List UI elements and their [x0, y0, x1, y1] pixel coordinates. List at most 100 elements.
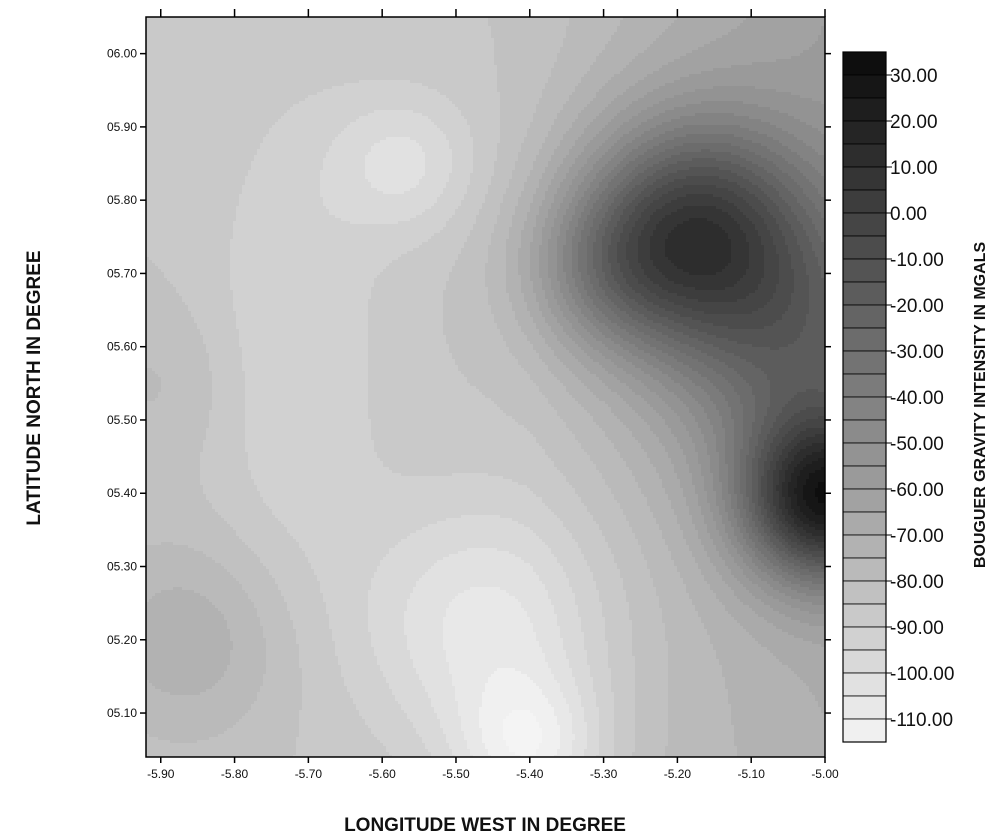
- field-cell: [548, 29, 552, 33]
- field-cell: [707, 20, 711, 24]
- field-cell: [485, 20, 489, 24]
- field-cell: [671, 29, 675, 33]
- field-cell: [407, 23, 411, 27]
- field-cell: [263, 26, 267, 30]
- field-cell: [416, 29, 420, 33]
- field-cell: [152, 26, 156, 30]
- field-cell: [551, 20, 555, 24]
- field-cell: [389, 29, 393, 33]
- field-cell: [716, 26, 720, 30]
- field-cell: [362, 32, 366, 36]
- field-cell: [698, 23, 702, 27]
- field-cell: [458, 32, 462, 36]
- field-cell: [644, 20, 648, 24]
- field-cell: [209, 23, 213, 27]
- field-cell: [215, 32, 219, 36]
- field-cell: [197, 23, 201, 27]
- field-cell: [263, 20, 267, 24]
- field-cell: [512, 23, 516, 27]
- field-cell: [449, 29, 453, 33]
- field-cell: [296, 32, 300, 36]
- field-cell: [452, 23, 456, 27]
- field-cell: [587, 20, 591, 24]
- field-cell: [782, 20, 786, 24]
- field-cell: [410, 26, 414, 30]
- field-cell: [677, 23, 681, 27]
- field-cell: [701, 29, 705, 33]
- field-cell: [239, 26, 243, 30]
- field-cell: [446, 32, 450, 36]
- field-cell: [554, 32, 558, 36]
- field-cell: [689, 26, 693, 30]
- field-cell: [686, 23, 690, 27]
- field-cell: [524, 32, 528, 36]
- field-cell: [224, 29, 228, 33]
- field-cell: [287, 32, 291, 36]
- field-cell: [782, 26, 786, 30]
- field-cell: [323, 29, 327, 33]
- field-cell: [248, 20, 252, 24]
- field-cell: [362, 29, 366, 33]
- field-cell: [395, 20, 399, 24]
- field-cell: [623, 32, 627, 36]
- field-cell: [779, 29, 783, 33]
- field-cell: [743, 23, 747, 27]
- field-cell: [695, 26, 699, 30]
- field-cell: [584, 26, 588, 30]
- field-cell: [203, 23, 207, 27]
- field-cell: [764, 23, 768, 27]
- field-cell: [677, 20, 681, 24]
- field-cell: [710, 26, 714, 30]
- field-cell: [605, 29, 609, 33]
- field-cell: [428, 23, 432, 27]
- field-cell: [755, 26, 759, 30]
- field-cell: [443, 23, 447, 27]
- field-cell: [380, 29, 384, 33]
- field-cell: [209, 20, 213, 24]
- field-cell: [536, 23, 540, 27]
- field-cell: [266, 20, 270, 24]
- field-cell: [587, 32, 591, 36]
- field-cell: [401, 32, 405, 36]
- field-cell: [731, 23, 735, 27]
- field-cell: [416, 20, 420, 24]
- field-cell: [668, 20, 672, 24]
- field-cell: [218, 26, 222, 30]
- field-cell: [491, 32, 495, 36]
- field-cell: [554, 26, 558, 30]
- field-cell: [542, 20, 546, 24]
- field-cell: [722, 23, 726, 27]
- field-cell: [620, 26, 624, 30]
- field-cell: [752, 29, 756, 33]
- field-cell: [497, 23, 501, 27]
- field-cell: [353, 20, 357, 24]
- field-cell: [578, 29, 582, 33]
- field-cell: [593, 32, 597, 36]
- field-cell: [464, 20, 468, 24]
- field-cell: [179, 23, 183, 27]
- field-cell: [443, 29, 447, 33]
- field-cell: [176, 20, 180, 24]
- field-cell: [581, 29, 585, 33]
- field-cell: [461, 29, 465, 33]
- field-cell: [224, 26, 228, 30]
- field-cell: [350, 20, 354, 24]
- field-cell: [299, 32, 303, 36]
- field-cell: [224, 20, 228, 24]
- field-cell: [332, 23, 336, 27]
- field-cell: [629, 29, 633, 33]
- field-cell: [353, 26, 357, 30]
- field-cell: [545, 20, 549, 24]
- field-cell: [458, 26, 462, 30]
- field-cell: [152, 29, 156, 33]
- field-cell: [797, 23, 801, 27]
- field-cell: [248, 26, 252, 30]
- field-cell: [314, 29, 318, 33]
- field-cell: [500, 29, 504, 33]
- field-cell: [722, 26, 726, 30]
- field-cell: [449, 32, 453, 36]
- field-cell: [620, 20, 624, 24]
- field-cell: [542, 23, 546, 27]
- field-cell: [569, 20, 573, 24]
- field-cell: [767, 23, 771, 27]
